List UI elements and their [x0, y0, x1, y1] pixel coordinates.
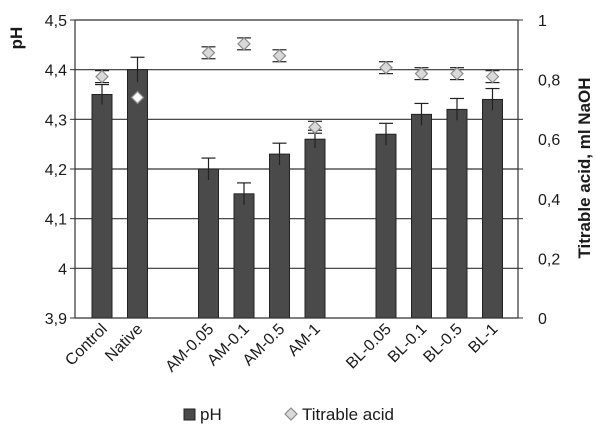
- marker-titrable-acid: [95, 69, 109, 84]
- marker-titrable-acid: [308, 120, 322, 135]
- marker-titrable-acid: [272, 48, 287, 63]
- y-tick-label: 4,5: [45, 13, 67, 30]
- bar-ph: [91, 94, 113, 319]
- y2-tick-label: 0,8: [538, 73, 560, 90]
- marker-titrable-acid: [201, 45, 216, 60]
- y-tick-label: 3,9: [45, 311, 67, 328]
- marker-titrable-acid: [130, 90, 145, 105]
- y-tick-label: 4,2: [45, 162, 67, 179]
- bar-ph: [411, 113, 432, 319]
- bar-ph: [269, 153, 290, 319]
- y2-tick-label: 0,4: [538, 192, 560, 209]
- bar-ph: [304, 138, 326, 319]
- y-tick-label: 4,4: [45, 63, 67, 80]
- legend: pH Titrable acid: [183, 405, 394, 424]
- legend-swatch-ph: [183, 408, 196, 421]
- marker-titrable-acid: [485, 69, 500, 84]
- bar-ph: [233, 193, 255, 319]
- y2-tick-label: 0,2: [538, 251, 560, 268]
- x-tick-label: BL-0.5: [420, 321, 465, 366]
- marker-titrable-acid: [450, 66, 464, 81]
- y-tick-label: 4: [58, 261, 67, 278]
- x-tick-label: AM-0.05: [163, 321, 218, 376]
- bar-ph: [127, 69, 148, 319]
- y2-axis-title: Titrable acid, ml NaOH: [575, 77, 594, 258]
- y-axis-title: pH: [7, 27, 26, 50]
- marker-titrable-acid: [379, 60, 393, 75]
- titrable-acid-markers: [95, 36, 500, 135]
- x-tick-label: BL-0.05: [343, 321, 395, 373]
- y-tick-label: 4,3: [45, 112, 67, 129]
- y2-tick-label: 0,6: [538, 132, 560, 149]
- y2-tick-label: 0: [538, 311, 547, 328]
- legend-label-titrable-acid: Titrable acid: [302, 405, 394, 424]
- bar-ph: [482, 98, 503, 319]
- y-tick-label: 4,1: [45, 212, 67, 229]
- bar-ph: [198, 168, 219, 319]
- legend-marker-titrable-acid: [284, 407, 298, 421]
- gridlines: [75, 19, 518, 269]
- x-tick-label: Native: [102, 321, 146, 365]
- marker-titrable-acid: [414, 66, 429, 81]
- y-axis-tick-labels: 3,9 4 4,1 4,2 4,3 4,4 4,5: [45, 13, 67, 328]
- bar-ph: [375, 133, 397, 319]
- x-tick-label: AM-1: [285, 321, 324, 360]
- y2-axis-tick-labels: 0 0,2 0,4 0,6 0,8 1: [538, 13, 560, 328]
- legend-label-ph: pH: [200, 405, 222, 424]
- axes: [70, 19, 523, 319]
- x-tick-label: Control: [62, 321, 110, 369]
- x-tick-label: BL-1: [465, 321, 501, 357]
- bar-ph: [446, 108, 468, 319]
- x-tick-label: BL-0.1: [385, 321, 430, 366]
- y2-tick-label: 1: [538, 13, 547, 30]
- ph-bars: [91, 56, 503, 319]
- marker-titrable-acid: [237, 36, 251, 51]
